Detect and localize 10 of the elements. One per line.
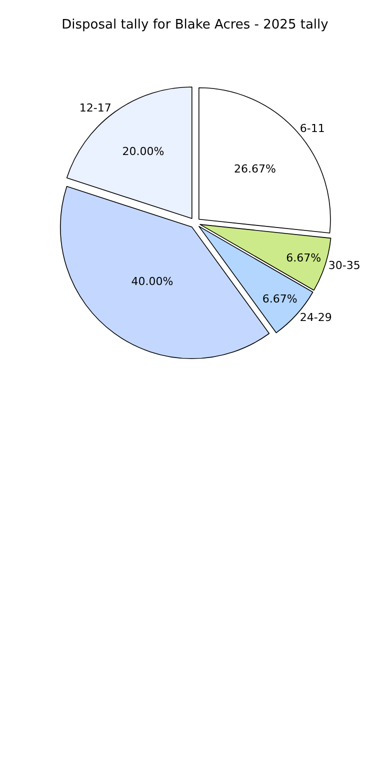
data-label: 6.67% (286, 252, 322, 265)
slice-label: 30-35 (328, 259, 360, 272)
chart-title: Disposal tally for Blake Acres - 2025 tally (62, 18, 329, 33)
slice-label: 24-29 (300, 310, 332, 324)
slice-label: 12-17 (79, 101, 112, 114)
data-label: 40.00% (131, 275, 174, 288)
slice-label: 6-11 (300, 122, 325, 135)
data-label: 20.00% (122, 145, 164, 158)
data-label: 26.67% (234, 162, 276, 176)
data-label: 6.67% (262, 292, 298, 306)
